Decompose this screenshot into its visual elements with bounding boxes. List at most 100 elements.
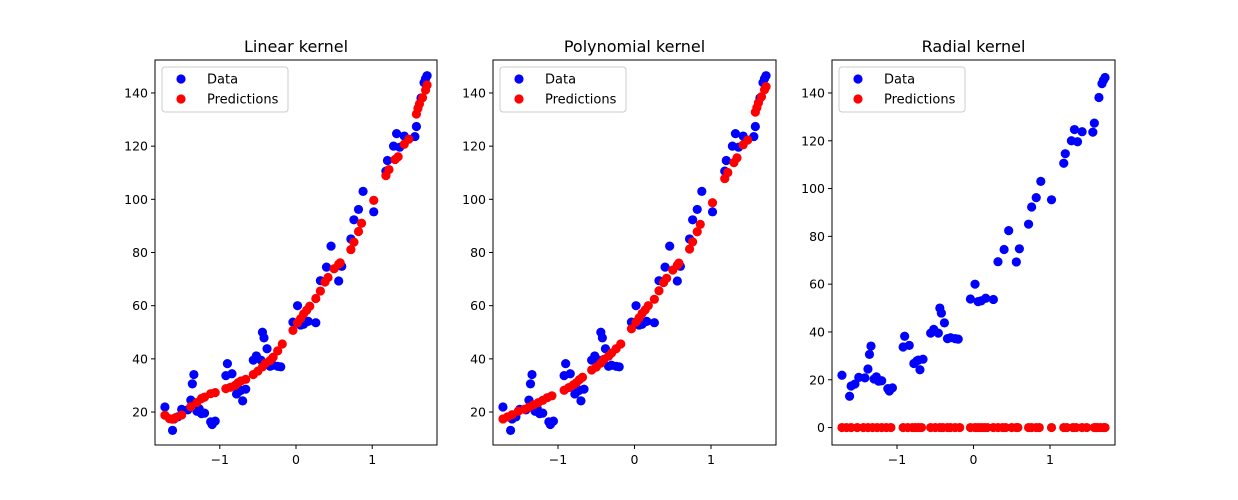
data-point: [955, 422, 965, 433]
data-point: [268, 352, 278, 362]
data-point: [674, 258, 684, 268]
data-point: [684, 244, 695, 254]
legend-box: [838, 66, 966, 113]
data-point: [692, 227, 702, 237]
data-point: [222, 359, 233, 369]
data-point: [292, 301, 303, 311]
data-point: [988, 294, 998, 305]
data-point: [866, 341, 876, 351]
chart-panel-2: Polynomial kernel−1 0 120406080100120140Da…: [462, 37, 777, 467]
data-point: [335, 258, 345, 268]
data-point: [649, 294, 659, 304]
data-point: [837, 370, 847, 380]
y-tick-label: 120: [124, 139, 148, 154]
y-tick-label: 60: [809, 277, 825, 292]
plot-frame: [492, 59, 777, 446]
y-tick-label: 140: [462, 85, 486, 100]
data-point: [238, 396, 248, 406]
data-point: [660, 262, 670, 272]
x-tick-label: 0: [970, 452, 978, 467]
data-point: [1059, 158, 1069, 168]
data-point: [886, 422, 896, 433]
data-point: [577, 372, 588, 382]
data-point: [756, 92, 767, 102]
data-point: [498, 402, 508, 412]
data-point: [167, 425, 178, 435]
series-predictions: [837, 422, 1110, 433]
x-tick-label: −1: [549, 452, 567, 467]
data-point: [384, 164, 394, 175]
y-tick-label: 40: [809, 324, 825, 339]
y-tick-label: 120: [462, 139, 486, 154]
series-data: [160, 71, 432, 435]
y-axis: 20 40 60 80 100 120 140: [124, 85, 155, 420]
data-point: [939, 318, 950, 328]
x-tick-label: 1: [707, 452, 715, 467]
plot-frame: [154, 59, 438, 446]
x-tick-label: 1: [1046, 452, 1054, 467]
data-point: [643, 301, 653, 311]
data-point: [353, 204, 364, 215]
data-point: [548, 416, 559, 426]
data-point: [631, 301, 641, 311]
y-tick-label: 40: [132, 351, 148, 366]
y-tick-label: 100: [801, 181, 825, 196]
data-point: [1100, 422, 1110, 433]
data-point: [305, 301, 315, 311]
data-point: [970, 279, 980, 289]
data-point: [915, 365, 925, 375]
legend: Data Predictions: [161, 66, 289, 113]
legend-label: Predictions: [884, 93, 956, 108]
data-point: [358, 186, 368, 196]
legend-box: [499, 66, 627, 113]
legend-marker: [514, 94, 524, 104]
data-point: [1027, 202, 1037, 212]
data-point: [721, 155, 731, 166]
legend-marker: [176, 74, 186, 84]
data-point: [311, 318, 321, 328]
data-point: [626, 324, 637, 334]
legend: Data Predictions: [838, 66, 966, 113]
data-point: [227, 369, 237, 379]
data-point: [707, 198, 718, 208]
data-point: [527, 369, 537, 380]
data-point: [860, 373, 870, 383]
data-point: [695, 219, 705, 229]
data-points: [498, 71, 771, 435]
data-point: [417, 93, 428, 103]
chart-title: Polynomial kernel: [564, 37, 705, 56]
data-point: [732, 153, 742, 163]
data-point: [1031, 193, 1041, 203]
data-point: [241, 384, 251, 394]
legend-marker: [853, 94, 863, 104]
data-point: [411, 121, 422, 132]
data-point: [665, 241, 675, 251]
data-point: [579, 384, 589, 394]
chart-title: Linear kernel: [244, 37, 348, 56]
data-point: [918, 354, 928, 364]
data-point: [1034, 422, 1044, 433]
x-tick-label: −1: [211, 452, 229, 467]
data-point: [730, 129, 741, 139]
x-axis: −1 0 1: [549, 445, 715, 467]
data-point: [525, 379, 536, 389]
data-point: [303, 316, 313, 326]
y-tick-label: 140: [801, 85, 825, 100]
data-point: [210, 388, 220, 398]
data-point: [692, 204, 702, 215]
legend-marker: [853, 74, 863, 84]
data-point: [707, 207, 718, 217]
legend-label: Data: [545, 73, 576, 88]
y-tick-label: 80: [132, 245, 148, 260]
data-point: [993, 257, 1003, 267]
chart-panel-3: Radial kernel−1 0 1020406080100120140DataP…: [801, 37, 1116, 467]
data-point: [177, 410, 187, 420]
data-point: [1082, 422, 1092, 433]
data-point: [887, 383, 898, 393]
data-point: [262, 344, 272, 354]
data-point: [326, 241, 336, 251]
data-point: [743, 135, 753, 145]
data-point: [965, 294, 976, 304]
legend-label: Data: [884, 73, 915, 88]
